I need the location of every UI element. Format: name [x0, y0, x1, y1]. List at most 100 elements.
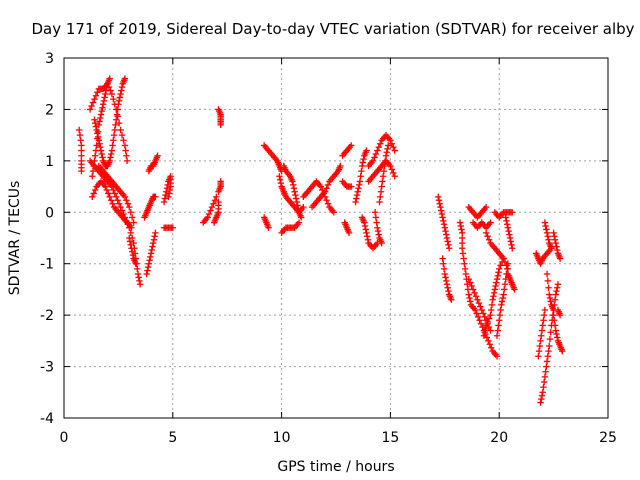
- data-point: [78, 167, 85, 175]
- data-point: [496, 317, 503, 324]
- data-point: [471, 289, 478, 297]
- data-point: [355, 185, 362, 192]
- data-point: [374, 227, 382, 235]
- data-point: [506, 234, 514, 242]
- data-point: [498, 301, 505, 309]
- data-point: [121, 75, 129, 82]
- data-point: [390, 169, 397, 177]
- data-point: [300, 203, 307, 211]
- data-point: [540, 378, 548, 386]
- data-point: [348, 183, 355, 190]
- data-point: [100, 97, 108, 105]
- data-point: [542, 368, 549, 375]
- data-point: [437, 207, 445, 214]
- data-point: [461, 265, 469, 273]
- data-point: [132, 260, 140, 267]
- data-point: [102, 87, 110, 94]
- data-point: [440, 260, 447, 267]
- data-point: [546, 291, 553, 298]
- data-point: [294, 202, 301, 209]
- data-point: [474, 313, 482, 321]
- data-point: [553, 243, 560, 250]
- data-point: [538, 392, 546, 399]
- data-point: [352, 198, 359, 206]
- data-point: [330, 209, 338, 216]
- data-point: [540, 317, 547, 324]
- data-point: [435, 193, 442, 201]
- x-axis-label: GPS time / hours: [277, 459, 394, 475]
- data-point: [145, 260, 153, 267]
- data-point: [443, 281, 451, 288]
- data-point: [546, 335, 554, 343]
- data-point: [76, 131, 84, 139]
- data-point: [128, 214, 136, 221]
- data-point: [297, 214, 305, 221]
- data-point: [128, 224, 135, 231]
- data-point: [498, 258, 506, 266]
- data-point: [115, 97, 123, 105]
- data-point: [148, 246, 155, 254]
- data-point: [97, 147, 105, 154]
- data-point: [490, 293, 497, 300]
- data-point: [126, 238, 134, 245]
- data-point: [136, 281, 144, 288]
- data-point: [538, 332, 545, 339]
- data-point: [102, 183, 109, 190]
- data-point: [552, 291, 559, 298]
- data-point: [485, 315, 493, 322]
- data-point: [123, 152, 130, 159]
- data-point: [97, 114, 104, 122]
- data-point: [508, 241, 515, 249]
- data-point: [504, 224, 512, 231]
- data-point: [89, 173, 96, 180]
- data-point: [372, 214, 380, 221]
- data-point: [539, 322, 546, 329]
- data-point: [134, 270, 142, 278]
- data-point: [387, 162, 394, 170]
- data-point: [377, 140, 384, 147]
- data-point: [551, 236, 559, 243]
- data-point: [473, 310, 480, 317]
- data-point: [484, 318, 491, 326]
- data-point: [440, 221, 448, 228]
- data-point: [117, 126, 124, 134]
- data-point: [469, 286, 477, 293]
- data-point: [91, 95, 98, 103]
- data-point: [94, 130, 101, 137]
- data-point: [94, 133, 102, 141]
- data-point: [144, 267, 151, 274]
- data-point: [115, 119, 123, 127]
- data-point: [98, 107, 105, 115]
- data-point: [114, 197, 121, 204]
- data-point: [94, 89, 101, 96]
- y-tick-label: 0: [45, 205, 54, 221]
- data-point: [388, 166, 396, 173]
- chart-title: Day 171 of 2019, Sidereal Day-to-day VTE…: [31, 20, 634, 38]
- data-point: [122, 147, 129, 154]
- data-point: [375, 143, 382, 151]
- data-point: [496, 265, 503, 273]
- data-point: [89, 167, 97, 175]
- data-point: [500, 255, 507, 262]
- data-point: [99, 104, 106, 111]
- x-tick-label: 5: [168, 430, 177, 446]
- data-point: [390, 143, 397, 151]
- data-point: [204, 214, 211, 221]
- data-point: [107, 150, 115, 158]
- data-point: [290, 181, 297, 189]
- data-point: [443, 277, 450, 285]
- data-point: [150, 239, 157, 247]
- data-point: [361, 219, 368, 226]
- data-point: [476, 317, 483, 324]
- data-point: [277, 179, 285, 187]
- data-point: [127, 209, 134, 216]
- data-point: [552, 327, 559, 334]
- data-point: [126, 234, 133, 242]
- data-point: [554, 281, 562, 288]
- data-point: [369, 157, 377, 165]
- data-point: [127, 241, 134, 249]
- data-point: [374, 224, 381, 231]
- data-point: [542, 222, 549, 230]
